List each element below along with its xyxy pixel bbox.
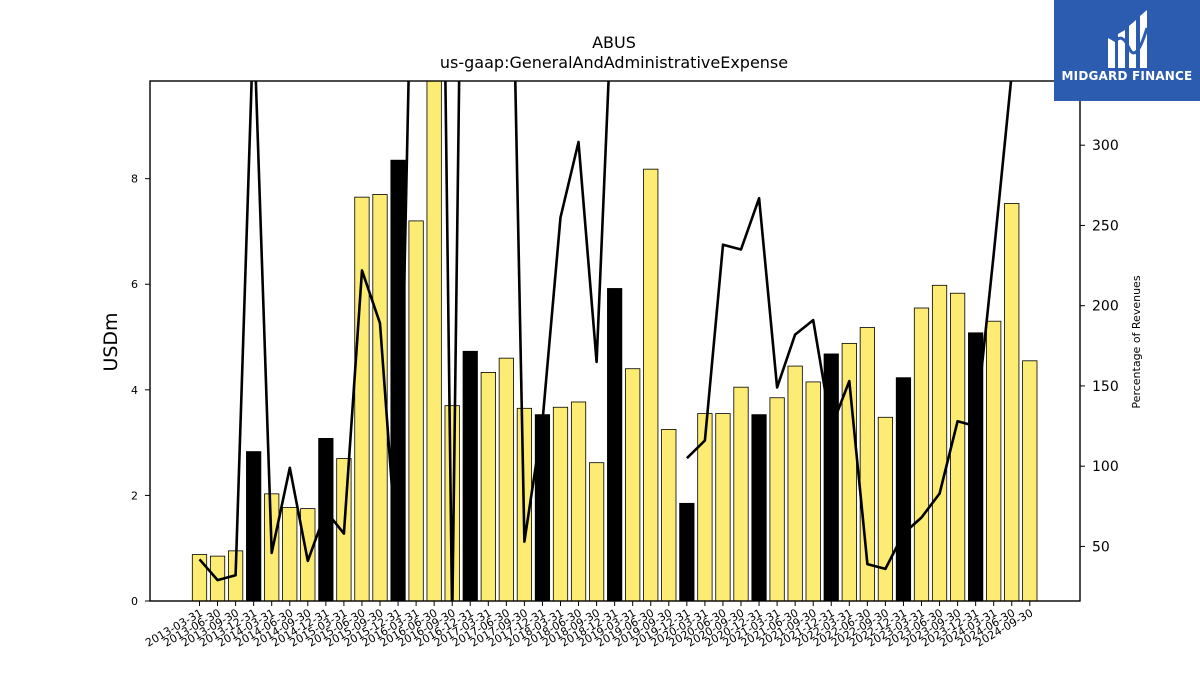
bar — [625, 368, 641, 601]
bar — [733, 386, 749, 601]
y2-tick-label: 300 — [1092, 138, 1119, 154]
chart-title: ABUS — [592, 33, 636, 52]
bar — [191, 554, 208, 601]
logo-text: MIDGARD FINANCE — [1061, 69, 1193, 83]
series-line — [685, 81, 1013, 571]
bar — [877, 416, 894, 601]
bar — [931, 284, 948, 601]
bar — [1022, 360, 1038, 601]
y-axis-label: USDm — [100, 312, 122, 371]
bar — [1004, 203, 1020, 601]
y2-tick-label: 50 — [1092, 539, 1110, 555]
bar — [986, 320, 1002, 601]
bar — [498, 357, 514, 601]
y2-axis-label: Percentage of Revenues — [1130, 275, 1143, 408]
bar — [913, 307, 930, 601]
bar-group — [191, 81, 1038, 601]
bar — [570, 401, 587, 601]
bar — [697, 413, 713, 601]
line-group — [198, 81, 1013, 601]
bar — [950, 292, 966, 601]
y2-tick-label: 100 — [1092, 459, 1119, 475]
bar — [372, 194, 388, 601]
bar — [661, 429, 677, 601]
bar — [589, 462, 605, 601]
y2-tick-label: 150 — [1092, 379, 1119, 395]
y-tick-label: 4 — [131, 384, 138, 397]
bar — [282, 507, 298, 601]
bar — [444, 405, 460, 601]
bar — [643, 168, 659, 601]
bar — [805, 381, 821, 601]
y2-tick-label: 250 — [1092, 218, 1119, 234]
bar — [787, 365, 803, 601]
series-line — [198, 81, 610, 601]
logo-mark-icon — [1108, 10, 1149, 68]
bar — [462, 350, 478, 601]
bar — [318, 438, 334, 601]
y-tick-label: 2 — [131, 489, 138, 502]
bar — [354, 196, 370, 601]
bar — [607, 288, 623, 601]
bar — [751, 414, 767, 601]
bar — [480, 372, 496, 601]
bar — [390, 159, 406, 601]
bar — [679, 502, 695, 601]
bar — [408, 220, 424, 601]
bar — [769, 397, 785, 601]
y-tick-label: 0 — [131, 595, 138, 608]
bar — [426, 81, 442, 601]
brand-logo: MIDGARD FINANCE — [1054, 0, 1200, 101]
bar — [246, 451, 262, 601]
y2-tick-label: 200 — [1092, 299, 1119, 315]
bar — [552, 406, 569, 601]
bar — [895, 377, 912, 601]
bar — [534, 414, 551, 601]
y-tick-label: 8 — [131, 173, 138, 186]
y-tick-label: 6 — [131, 278, 138, 291]
bar — [715, 413, 731, 601]
chart-subtitle: us-gaap:GeneralAndAdministrativeExpense — [440, 53, 788, 72]
